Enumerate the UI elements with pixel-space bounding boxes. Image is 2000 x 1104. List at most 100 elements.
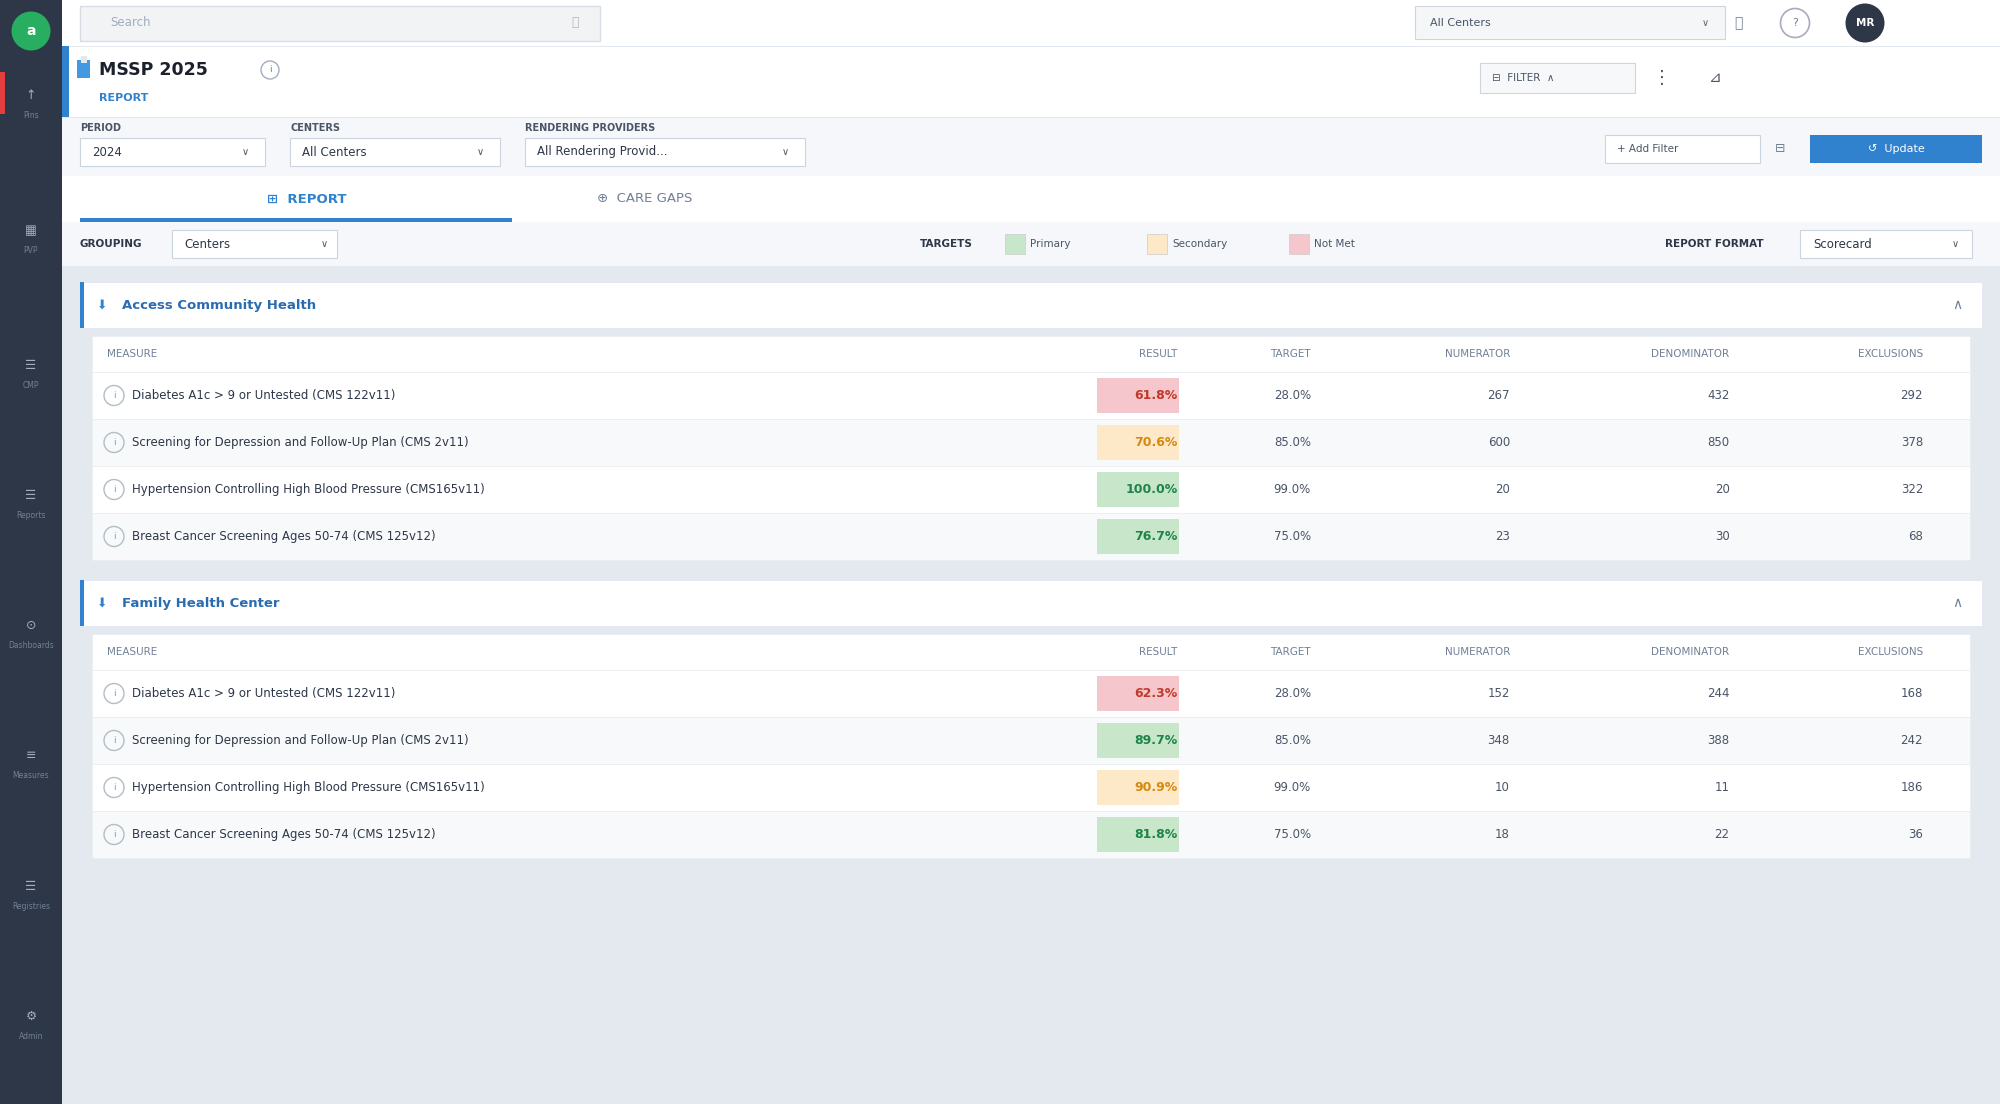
Text: 152: 152	[1488, 687, 1510, 700]
Text: Access Community Health: Access Community Health	[122, 298, 316, 311]
Text: Diabetes A1c > 9 or Untested (CMS 122v11): Diabetes A1c > 9 or Untested (CMS 122v11…	[132, 389, 396, 402]
Text: 70.6%: 70.6%	[1134, 436, 1178, 449]
Text: Dashboards: Dashboards	[8, 641, 54, 650]
Text: Family Health Center: Family Health Center	[122, 596, 280, 609]
Text: 90.9%: 90.9%	[1134, 781, 1178, 794]
Text: GROUPING: GROUPING	[80, 238, 142, 250]
Bar	[1096, 676, 1180, 711]
Bar	[92, 336, 1970, 372]
Text: ∨: ∨	[782, 147, 788, 157]
Bar	[0, 72, 4, 114]
Text: PVP: PVP	[24, 246, 38, 255]
Text: 85.0%: 85.0%	[1274, 436, 1310, 449]
Bar	[62, 46, 68, 118]
Text: MEASURE: MEASURE	[108, 349, 158, 359]
Text: 10: 10	[1496, 781, 1510, 794]
Bar	[1416, 6, 1724, 39]
Text: a: a	[26, 24, 36, 38]
Bar	[62, 176, 2000, 222]
Text: CMP: CMP	[22, 381, 40, 390]
Text: 22: 22	[1714, 828, 1730, 841]
Text: Screening for Depression and Follow-Up Plan (CMS 2v11): Screening for Depression and Follow-Up P…	[132, 734, 468, 747]
Text: 2024: 2024	[92, 146, 122, 159]
Bar	[62, 266, 2000, 1104]
Text: MEASURE: MEASURE	[108, 647, 158, 657]
Text: ∨: ∨	[242, 147, 248, 157]
Text: i: i	[112, 830, 116, 839]
Text: ▦: ▦	[26, 224, 36, 237]
Text: ↑: ↑	[26, 89, 36, 103]
Text: 🔍: 🔍	[572, 17, 578, 30]
Bar	[76, 60, 90, 78]
Bar	[1604, 135, 1760, 163]
Text: ⊞  REPORT: ⊞ REPORT	[268, 192, 346, 205]
Bar	[1096, 817, 1180, 852]
Bar	[92, 513, 1970, 560]
Text: i: i	[112, 532, 116, 541]
Bar	[80, 580, 84, 626]
Text: 322: 322	[1900, 484, 1924, 496]
Text: 168: 168	[1900, 687, 1924, 700]
Text: 432: 432	[1708, 389, 1730, 402]
Bar	[92, 764, 1970, 811]
Text: ∨: ∨	[1702, 18, 1708, 28]
Text: 62.3%: 62.3%	[1134, 687, 1178, 700]
Text: 11: 11	[1714, 781, 1730, 794]
Text: RENDERING PROVIDERS: RENDERING PROVIDERS	[524, 123, 656, 132]
Text: EXCLUSIONS: EXCLUSIONS	[1858, 647, 1924, 657]
Text: 20: 20	[1496, 484, 1510, 496]
Text: EXCLUSIONS: EXCLUSIONS	[1858, 349, 1924, 359]
Text: Hypertension Controlling High Blood Pressure (CMS165v11): Hypertension Controlling High Blood Pres…	[132, 781, 484, 794]
Bar	[1096, 378, 1180, 413]
Text: Breast Cancer Screening Ages 50-74 (CMS 125v12): Breast Cancer Screening Ages 50-74 (CMS …	[132, 530, 436, 543]
Text: NUMERATOR: NUMERATOR	[1444, 647, 1510, 657]
Text: Secondary: Secondary	[1172, 238, 1228, 250]
Text: ≡: ≡	[26, 750, 36, 763]
Bar	[80, 138, 264, 166]
Text: 68: 68	[1908, 530, 1924, 543]
Bar	[1096, 425, 1180, 460]
Text: ☰: ☰	[26, 359, 36, 372]
Text: 23: 23	[1496, 530, 1510, 543]
Text: ⊟  FILTER  ∧: ⊟ FILTER ∧	[1492, 73, 1554, 83]
Text: ⊙: ⊙	[26, 619, 36, 633]
Bar	[1006, 234, 1024, 254]
Text: 378: 378	[1900, 436, 1924, 449]
Text: ↺  Update: ↺ Update	[1868, 144, 1924, 153]
Text: 81.8%: 81.8%	[1134, 828, 1178, 841]
Text: NUMERATOR: NUMERATOR	[1444, 349, 1510, 359]
Text: 18: 18	[1496, 828, 1510, 841]
Text: REPORT: REPORT	[100, 93, 148, 103]
Text: 244: 244	[1708, 687, 1730, 700]
Text: i: i	[112, 391, 116, 400]
Text: Not Met: Not Met	[1314, 238, 1354, 250]
Text: Centers: Centers	[184, 237, 230, 251]
Bar	[92, 372, 1970, 420]
Text: 20: 20	[1714, 484, 1730, 496]
Text: TARGET: TARGET	[1270, 647, 1310, 657]
Text: Measures: Measures	[12, 772, 50, 781]
Text: ⊟: ⊟	[1774, 142, 1786, 156]
Circle shape	[12, 11, 50, 51]
Text: DENOMINATOR: DENOMINATOR	[1652, 349, 1730, 359]
Text: i: i	[268, 65, 272, 74]
Text: Registries: Registries	[12, 902, 50, 911]
Bar	[1148, 234, 1168, 254]
Text: ∨: ∨	[1952, 238, 1958, 250]
Bar	[0, 0, 62, 1104]
Text: 292: 292	[1900, 389, 1924, 402]
Text: 600: 600	[1488, 436, 1510, 449]
Bar	[524, 138, 804, 166]
Text: 850: 850	[1708, 436, 1730, 449]
Text: i: i	[112, 783, 116, 792]
Text: Primary: Primary	[1030, 238, 1070, 250]
Text: i: i	[112, 438, 116, 447]
Text: 61.8%: 61.8%	[1134, 389, 1178, 402]
Text: All Centers: All Centers	[302, 146, 366, 159]
Bar	[290, 138, 500, 166]
Text: ?: ?	[1792, 18, 1798, 28]
Bar	[1096, 723, 1180, 758]
Bar	[1288, 234, 1308, 254]
Text: 75.0%: 75.0%	[1274, 828, 1310, 841]
Text: + Add Filter: + Add Filter	[1618, 144, 1678, 153]
